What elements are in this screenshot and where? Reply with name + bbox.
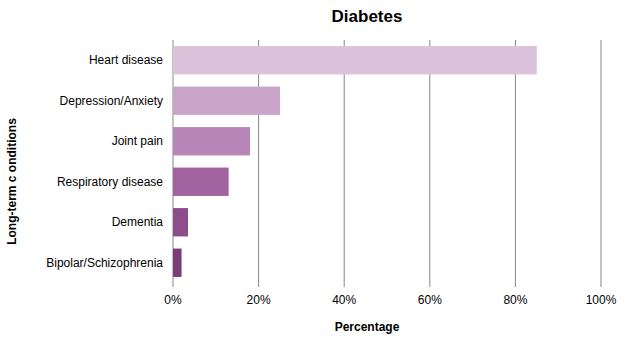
- grid-line: [601, 40, 602, 283]
- tick-label: 100%: [586, 293, 617, 307]
- category-label: Respiratory disease: [57, 175, 163, 189]
- tick-mark: [258, 283, 259, 287]
- tick-label: 0%: [164, 293, 182, 307]
- category-label: Bipolar/Schizophrenia: [46, 256, 163, 270]
- tick-mark: [429, 283, 430, 287]
- grid-line: [429, 40, 430, 283]
- x-axis-label: Percentage: [335, 320, 400, 334]
- chart: Diabetes 0% 20% 40% 60% 80% 100% Heart disease D…: [0, 0, 642, 341]
- title: Diabetes: [332, 7, 403, 26]
- bar: [173, 46, 537, 74]
- tick-mark: [515, 283, 516, 287]
- tick-mark: [344, 283, 345, 287]
- y-axis-label: Long-term c onditions: [5, 118, 19, 245]
- category-label: Heart disease: [89, 53, 163, 67]
- grid-line: [344, 40, 345, 283]
- bar: [173, 87, 280, 115]
- bar: [173, 249, 182, 277]
- bar: [173, 208, 188, 236]
- category-label: Dementia: [112, 215, 164, 229]
- grid-line: [515, 40, 516, 283]
- tick-label: 80%: [503, 293, 527, 307]
- tick-mark: [173, 283, 174, 287]
- tick-mark: [601, 283, 602, 287]
- bar: [173, 127, 250, 155]
- tick-label: 60%: [418, 293, 442, 307]
- tick-label: 40%: [332, 293, 356, 307]
- category-label: Depression/Anxiety: [60, 94, 163, 108]
- tick-label: 20%: [247, 293, 271, 307]
- grid-line: [173, 40, 174, 283]
- grid-line: [258, 40, 259, 283]
- category-label: Joint pain: [112, 134, 163, 148]
- bar: [173, 168, 229, 196]
- bars: [173, 46, 537, 277]
